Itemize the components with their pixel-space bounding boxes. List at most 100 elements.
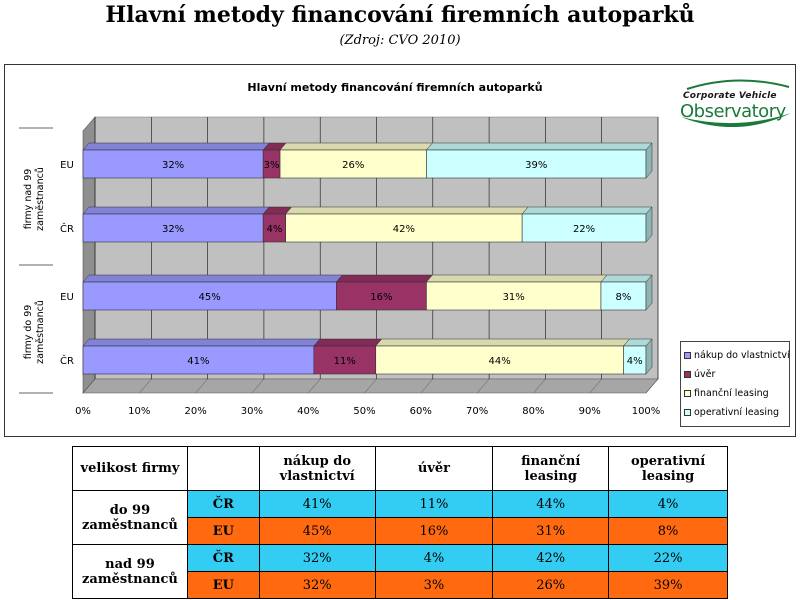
chart-title: Hlavní metody financování firemních auto…	[247, 81, 542, 94]
table-cell: 32%	[258, 544, 376, 572]
bar-value-label: 32%	[162, 160, 184, 171]
bar-top-purchase	[82, 338, 321, 347]
x-tick-label: 50%	[353, 406, 375, 417]
group-label-line2: zaměstnanců	[35, 300, 46, 364]
x-tick-label: 20%	[184, 406, 206, 417]
data-table: velikost firmy nákup do vlastnictví úvěr…	[72, 446, 728, 599]
chart-floor-gridline	[533, 378, 546, 394]
bar-loan	[313, 345, 377, 375]
legend-item-operating-leasing: operativní leasing	[684, 403, 786, 422]
header-purchase: nákup do vlastnictví	[258, 446, 376, 491]
chart-floor-gridline	[420, 378, 433, 394]
row-country: ČR	[186, 544, 260, 572]
bar-top-operating-leasing	[600, 274, 653, 283]
logo-swoosh-icon	[681, 79, 791, 127]
page-title: Hlavní metody financování firemních auto…	[105, 2, 695, 28]
bar-end-operating-leasing	[645, 338, 653, 375]
bar-value-label: 31%	[503, 292, 525, 303]
header-loan: úvěr	[374, 446, 494, 491]
table-cell: 3%	[374, 571, 494, 599]
table-cell: 16%	[374, 517, 494, 545]
bar-end-operating-leasing	[645, 274, 653, 311]
bar-operating-leasing	[521, 213, 647, 243]
bar-value-label: 8%	[616, 292, 632, 303]
table-cell: 39%	[608, 571, 728, 599]
legend-swatch-purchase	[684, 352, 691, 359]
table-cell: 11%	[374, 490, 494, 518]
table-header-row: velikost firmy nákup do vlastnictví úvěr…	[72, 446, 728, 491]
bar-top-operating-leasing	[521, 206, 653, 215]
legend-item-purchase: nákup do vlastnictví	[684, 346, 790, 365]
bar-value-label: 42%	[393, 224, 415, 235]
legend-label-purchase: nákup do vlastnictví	[694, 350, 790, 361]
bar-value-label: 39%	[525, 160, 547, 171]
header-country	[186, 446, 260, 491]
header-finance-leasing: finanční leasing	[492, 446, 610, 491]
logo-line2: Observatory	[680, 101, 786, 122]
legend-swatch-loan	[684, 371, 691, 378]
bar-finance-leasing	[285, 213, 523, 243]
category-label: ČR	[60, 222, 74, 235]
header-size: velikost firmy	[72, 446, 188, 491]
bar-value-label: 16%	[370, 292, 392, 303]
category-label: EU	[60, 160, 74, 171]
bar-value-label: 41%	[187, 356, 209, 367]
table-row: EU 45% 16% 31% 8%	[73, 517, 728, 545]
bar-top-purchase	[82, 274, 343, 283]
x-tick-label: 100%	[632, 406, 661, 417]
chart-floor-gridline	[589, 378, 602, 394]
legend-swatch-finance-leasing	[684, 390, 691, 397]
bar-value-label: 32%	[162, 224, 184, 235]
x-tick-label: 0%	[75, 406, 91, 417]
table-row: nad 99 zaměstnanců ČR 32% 4% 42% 22%	[72, 544, 728, 599]
chart-floor-gridline	[308, 378, 321, 394]
legend-label-loan: úvěr	[694, 369, 716, 380]
table-cell: 42%	[492, 544, 610, 572]
bar-top-finance-leasing	[425, 274, 608, 283]
chart-floor-gridline	[476, 378, 490, 394]
bar-purchase	[82, 281, 337, 311]
row-group-label: nad 99 zaměstnanců	[72, 544, 188, 599]
bar-top-finance-leasing	[285, 206, 529, 215]
table-cell: 44%	[492, 490, 610, 518]
table-cell: 26%	[492, 571, 610, 599]
bar-value-label: 3%	[264, 160, 280, 171]
bar-value-label: 4%	[627, 356, 643, 367]
group-label-line1: firmy do 99	[23, 305, 34, 360]
bar-top-purchase	[82, 142, 270, 151]
chart-floor-gridline	[251, 378, 265, 394]
bar-top-operating-leasing	[425, 142, 653, 151]
chart-floor-gridline	[82, 378, 96, 394]
x-tick-label: 30%	[241, 406, 263, 417]
group-label-line2: zaměstnanců	[35, 167, 46, 231]
row-country: ČR	[186, 490, 260, 518]
bar-finance-leasing	[279, 149, 427, 179]
table-cell: 32%	[258, 571, 376, 599]
x-tick-label: 80%	[522, 406, 544, 417]
bar-top-finance-leasing	[279, 142, 433, 151]
group-label-line1: firmy nad 99	[23, 169, 34, 230]
bar-purchase	[82, 149, 264, 179]
bar-top-finance-leasing	[375, 338, 631, 347]
table-cell: 8%	[608, 517, 728, 545]
legend-item-finance-leasing: finanční leasing	[684, 384, 786, 403]
header-operating-leasing: operativní leasing	[608, 446, 728, 491]
x-tick-label: 70%	[466, 406, 488, 417]
x-tick-label: 10%	[128, 406, 150, 417]
bar-loan	[336, 281, 427, 311]
bar-operating-leasing	[426, 149, 647, 179]
legend-swatch-operating-leasing	[684, 409, 691, 416]
bar-end-operating-leasing	[645, 142, 653, 179]
bar-value-label: 4%	[266, 224, 282, 235]
table-cell: 31%	[492, 517, 610, 545]
x-tick-label: 90%	[579, 406, 601, 417]
chart-frame: Hlavní metody financování firemních auto…	[4, 64, 796, 437]
legend-item-loan: úvěr	[684, 365, 786, 384]
category-label: ČR	[60, 354, 74, 367]
table-cell: 41%	[258, 490, 376, 518]
bar-value-label: 26%	[342, 160, 364, 171]
bar-value-label: 44%	[489, 356, 511, 367]
table-cell: 45%	[258, 517, 376, 545]
bar-purchase	[82, 213, 264, 243]
bar-value-label: 45%	[199, 292, 221, 303]
